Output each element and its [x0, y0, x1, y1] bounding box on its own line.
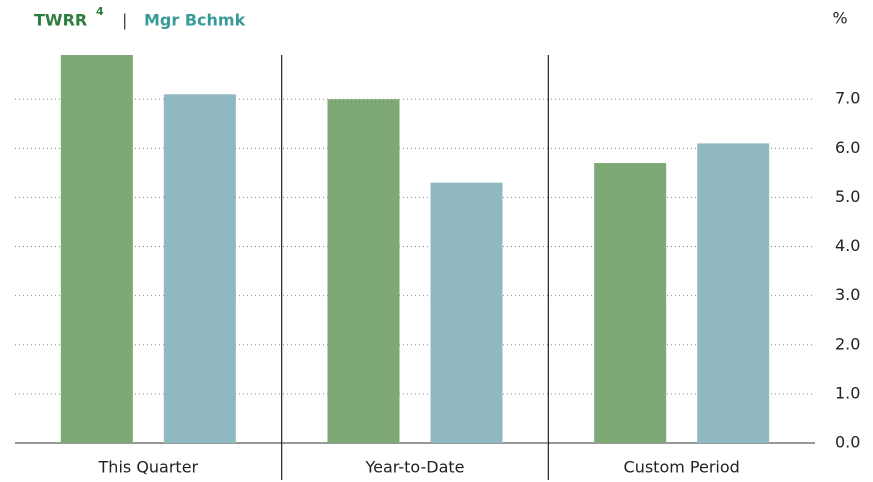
legend-entry: TWRR	[34, 11, 87, 30]
bar	[697, 143, 770, 443]
legend-entry: Mgr Bchmk	[144, 11, 246, 30]
bar	[163, 94, 236, 443]
bar	[60, 55, 133, 443]
y-tick-label: 0.0	[835, 433, 860, 452]
x-tick-label: Custom Period	[624, 458, 740, 477]
y-tick-label: 3.0	[835, 285, 860, 304]
footnote: 4	[96, 5, 104, 18]
y-tick-label: 1.0	[835, 383, 860, 402]
bar	[430, 182, 503, 443]
y-tick-label: 5.0	[835, 187, 860, 206]
y-tick-label: 7.0	[835, 89, 860, 108]
y-tick-label: 6.0	[835, 138, 860, 157]
y-tick-label: 2.0	[835, 334, 860, 353]
bar	[327, 99, 400, 444]
legend-separator: |	[122, 11, 127, 30]
y-tick-label: 4.0	[835, 236, 860, 255]
y-unit: %	[832, 9, 847, 28]
x-tick-label: This Quarter	[98, 458, 199, 477]
x-tick-label: Year-to-Date	[365, 458, 465, 477]
bar	[594, 163, 667, 443]
